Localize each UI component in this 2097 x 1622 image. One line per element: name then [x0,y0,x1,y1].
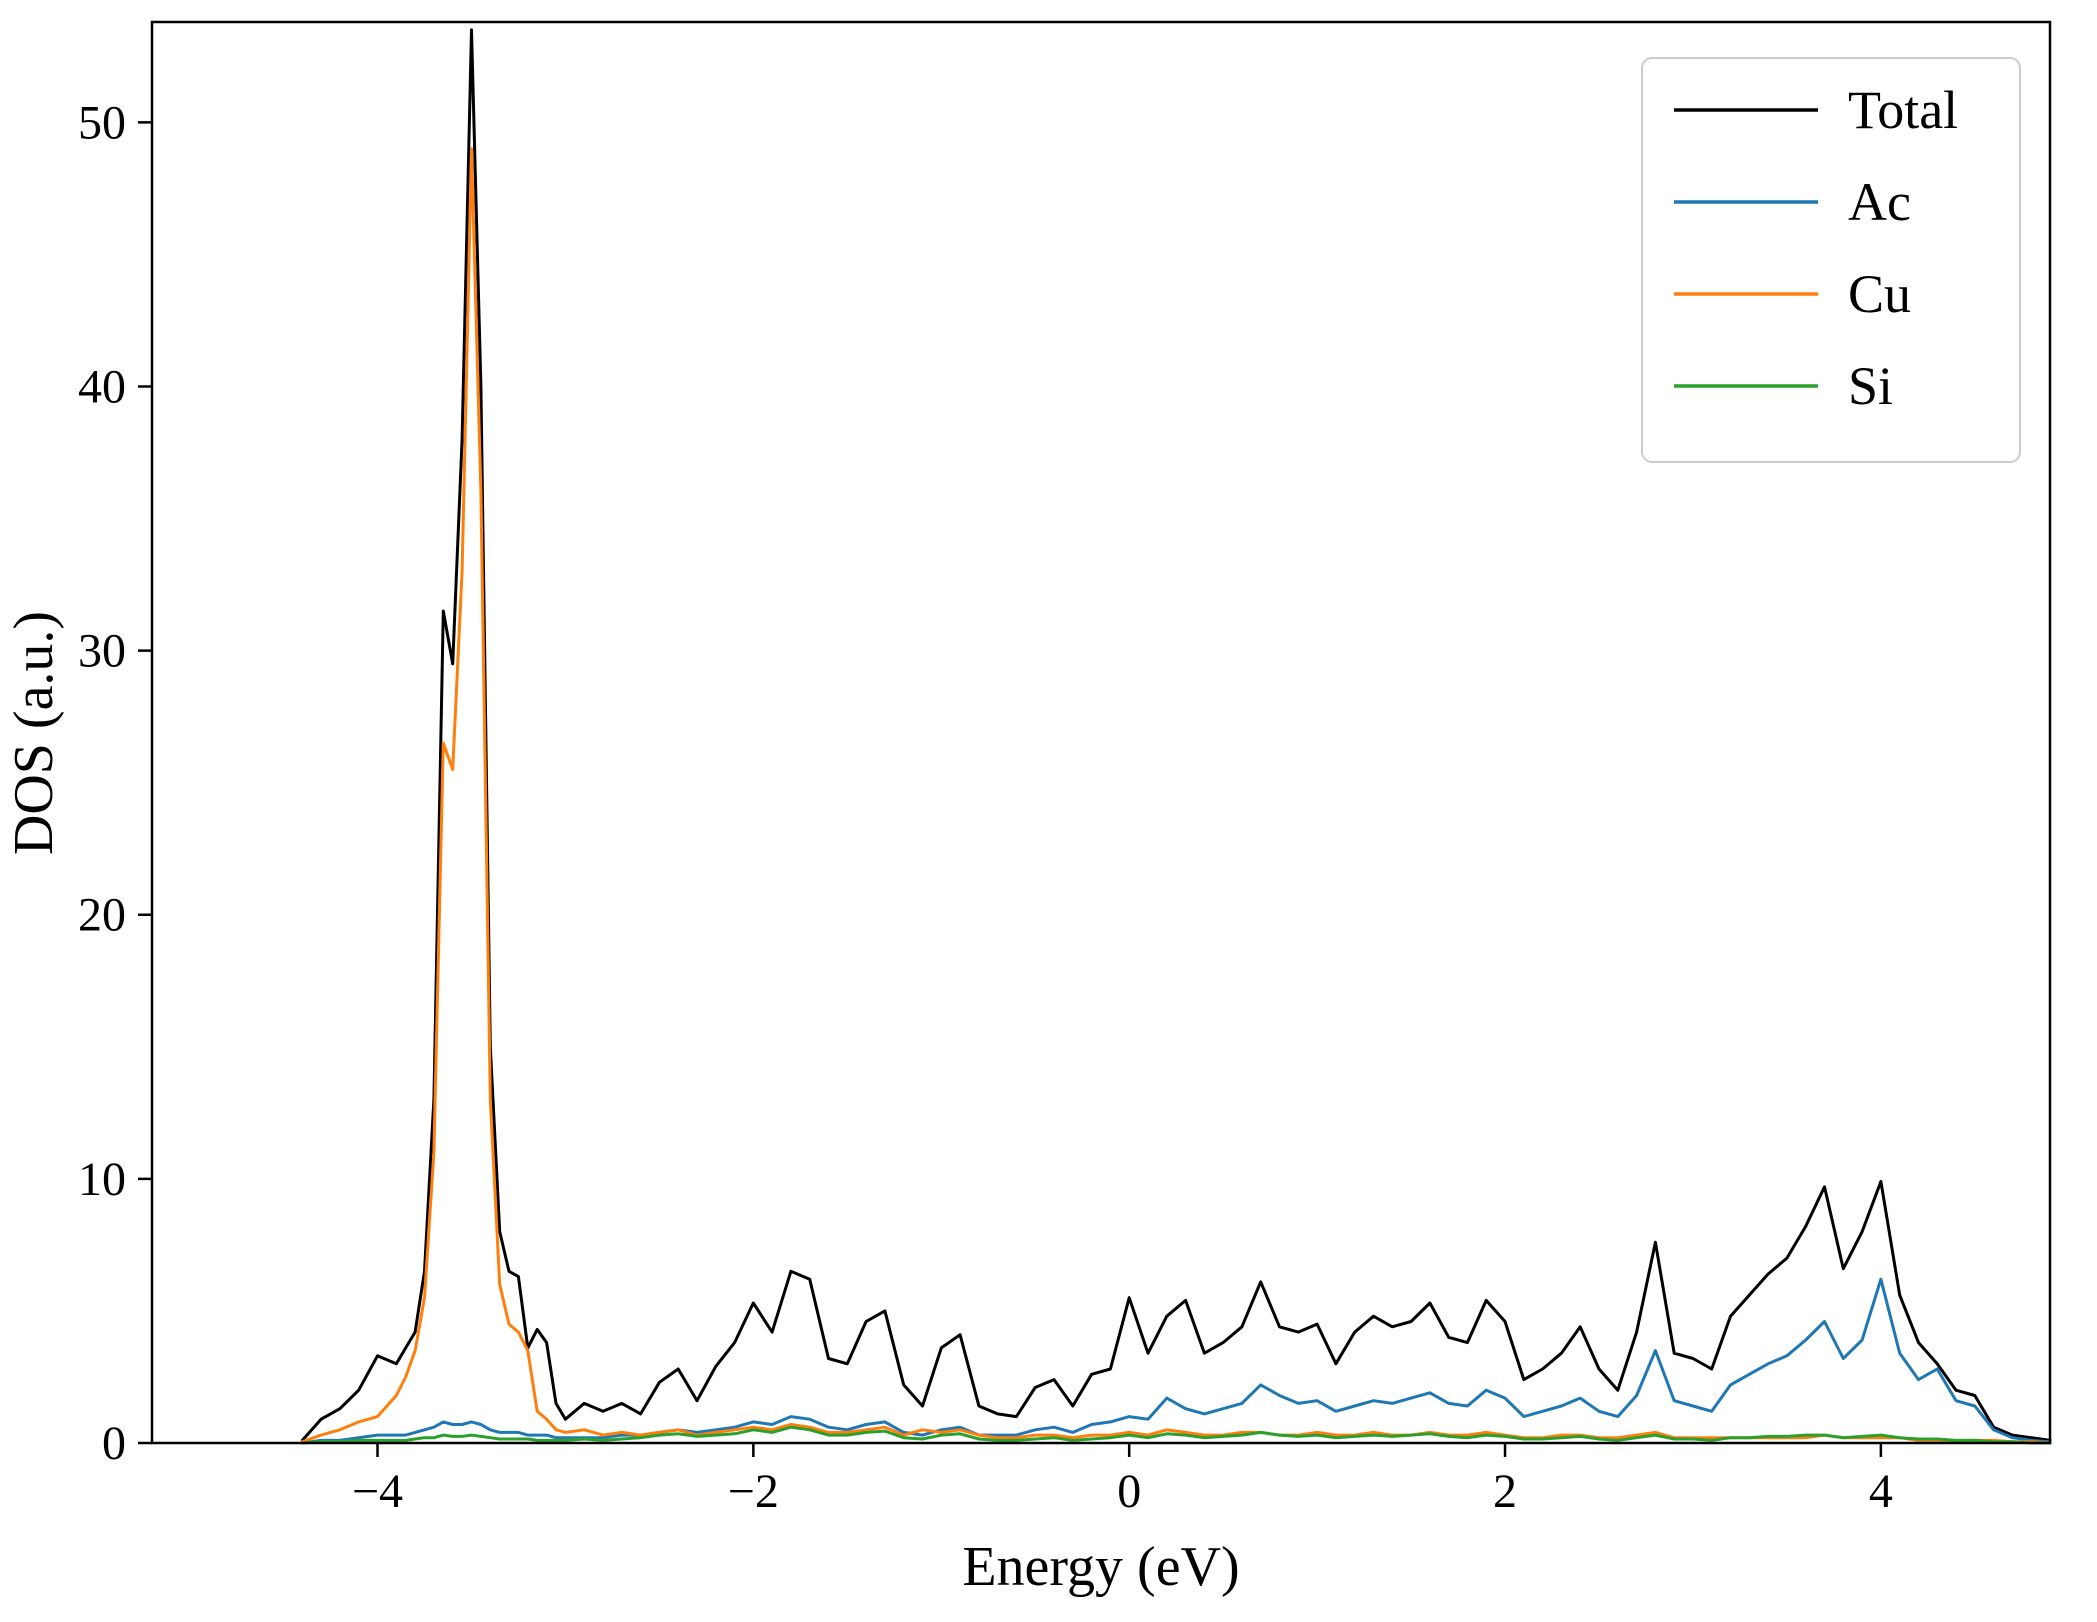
y-axis-label: DOS (a.u.) [3,611,65,855]
y-tick-label: 30 [78,625,126,678]
legend-label-si: Si [1848,356,1893,416]
legend-label-ac: Ac [1848,172,1911,232]
y-tick-label: 50 [78,96,126,149]
y-tick-label: 0 [102,1417,126,1470]
legend: Total Ac Cu Si [1641,57,2021,463]
x-tick-label: −2 [728,1465,779,1518]
series-line-ac [300,1277,2052,1445]
x-tick-label: 4 [1869,1465,1893,1518]
series-layer [300,28,2052,1445]
x-tick-label: 0 [1117,1465,1141,1518]
legend-label-total: Total [1848,80,1958,140]
x-tick-label: −4 [352,1465,403,1518]
axes-frame [150,20,2052,1445]
series-line-total [300,28,2052,1442]
legend-label-cu: Cu [1848,264,1911,324]
x-tick-label: 2 [1493,1465,1517,1518]
y-tick-label: 10 [78,1153,126,1206]
legend-box [1641,57,2021,463]
x-axis-label: Energy (eV) [962,1536,1239,1598]
series-line-si [300,1425,2052,1445]
y-tick-label: 20 [78,889,126,942]
y-tick-label: 40 [78,360,126,413]
